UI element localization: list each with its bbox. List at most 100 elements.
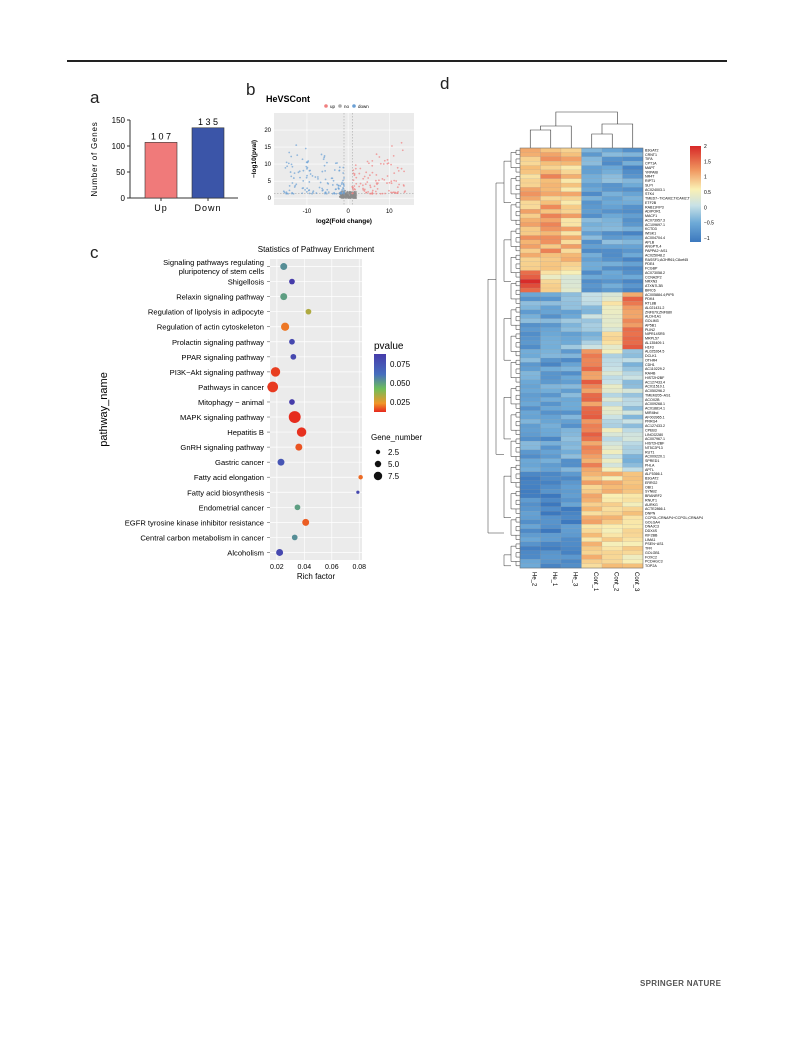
heatmap-cell xyxy=(581,252,603,258)
heatmap-cell xyxy=(601,331,623,337)
heatmap-cell xyxy=(560,314,582,319)
heatmap-cell xyxy=(519,336,541,341)
point-down xyxy=(295,183,298,186)
heatmap-cell xyxy=(601,344,623,350)
heatmap-cell xyxy=(601,528,623,534)
gene-label: AC004704.4 xyxy=(645,236,665,240)
column-label: He_2 xyxy=(530,572,536,587)
point-down xyxy=(342,182,345,185)
heatmap-cell xyxy=(601,406,623,411)
heatmap-cell xyxy=(540,314,562,319)
heatmap-cell xyxy=(581,550,603,556)
heatmap-cell xyxy=(540,410,562,416)
heatmap-cell xyxy=(560,541,582,547)
gene-label: CCNA2P2 xyxy=(645,275,662,279)
heatmap-cell xyxy=(560,362,582,368)
x-tick-label: Down xyxy=(194,203,221,213)
heatmap-cell xyxy=(560,147,582,153)
gene-label: RUT1 xyxy=(645,450,654,454)
heatmap-cell xyxy=(519,423,541,429)
point-up xyxy=(358,172,361,175)
heatmap-cell xyxy=(540,261,562,267)
heatmap-cell xyxy=(560,248,582,254)
heatmap-cell xyxy=(622,353,644,359)
point-up xyxy=(358,185,361,188)
heatmap-cell xyxy=(601,182,623,188)
heatmap-cell xyxy=(601,147,623,153)
enrichment-point xyxy=(288,411,301,423)
heatmap-cell xyxy=(581,519,603,525)
heatmap-cell xyxy=(622,327,644,333)
point-up xyxy=(351,192,354,195)
heatmap-cell xyxy=(540,327,562,333)
heatmap-cell xyxy=(540,244,562,249)
x-tick-label: 0.06 xyxy=(325,564,339,571)
heatmap-cell xyxy=(519,217,541,223)
heatmap-cell xyxy=(519,362,541,368)
point-down xyxy=(336,183,338,186)
heatmap-cell xyxy=(581,419,603,424)
heatmap-cell xyxy=(622,252,644,258)
gene-label: AP5B1 xyxy=(645,323,656,327)
heatmap-cell xyxy=(540,419,562,424)
heatmap-cell xyxy=(601,524,623,529)
gene-label: LINC02280 xyxy=(645,433,663,437)
point-down xyxy=(311,192,313,195)
heatmap-cell xyxy=(601,441,623,446)
gene-label: NIPR14SR5 xyxy=(645,332,665,336)
enrichment-point xyxy=(276,548,284,556)
point-up xyxy=(392,191,395,194)
point-no xyxy=(342,195,345,197)
heatmap-cell xyxy=(581,169,603,175)
heatmap-cell xyxy=(622,546,644,551)
heatmap-cell xyxy=(519,283,541,289)
heatmap-cell xyxy=(581,493,603,499)
gene-label: ERRG2 xyxy=(645,481,657,485)
heatmap-cell xyxy=(622,454,644,459)
point-up xyxy=(381,177,384,180)
heatmap-cell xyxy=(560,563,582,569)
heatmap-cell xyxy=(601,353,623,359)
pathway-label: Prolactin signaling pathway xyxy=(172,338,264,347)
heatmap-cell xyxy=(581,511,603,516)
gene-label: AC024003.1 xyxy=(645,188,665,192)
heatmap-cell xyxy=(540,519,562,525)
heatmap-cell xyxy=(581,266,603,271)
gene-label: TOP2A xyxy=(645,564,657,568)
x-axis-label: log2(Fold change) xyxy=(316,218,372,225)
heatmap-cell xyxy=(581,161,603,166)
heatmap-cell xyxy=(519,427,541,433)
heatmap-cell xyxy=(581,187,603,193)
heatmap-cell xyxy=(581,410,603,416)
point-up xyxy=(397,169,400,172)
point-up xyxy=(402,184,405,186)
gene-label: AC110229.2 xyxy=(645,367,665,371)
point-up xyxy=(371,171,374,174)
point-no xyxy=(347,195,350,198)
pathway-label: Signaling pathways regulating xyxy=(163,258,264,267)
heatmap-cell xyxy=(540,231,562,236)
heatmap-cell xyxy=(622,392,644,398)
heatmap-cell xyxy=(581,357,603,363)
heatmap-cell xyxy=(581,152,603,158)
heatmap-cell xyxy=(540,266,562,271)
heatmap-cell xyxy=(622,344,644,350)
gene-label: PAPPA2−AS1 xyxy=(645,249,667,253)
point-up xyxy=(383,178,386,181)
heatmap-cell xyxy=(540,301,562,306)
point-down xyxy=(340,192,343,195)
heatmap-cell xyxy=(622,436,644,442)
heatmap-cell xyxy=(519,502,541,508)
point-up xyxy=(359,167,362,170)
heatmap-cell xyxy=(601,362,623,368)
heatmap-cell xyxy=(601,357,623,363)
size-legend-title: Gene_number xyxy=(371,433,422,442)
point-up xyxy=(355,176,358,179)
heatmap-cell xyxy=(519,279,541,284)
heatmap-cell xyxy=(622,174,644,179)
point-down xyxy=(315,192,318,194)
gene-label: BRANRF2 xyxy=(645,494,662,498)
heatmap-cell xyxy=(581,532,603,538)
gene-label: PCDHGC3 xyxy=(645,560,663,564)
heatmap-cell xyxy=(581,305,603,311)
